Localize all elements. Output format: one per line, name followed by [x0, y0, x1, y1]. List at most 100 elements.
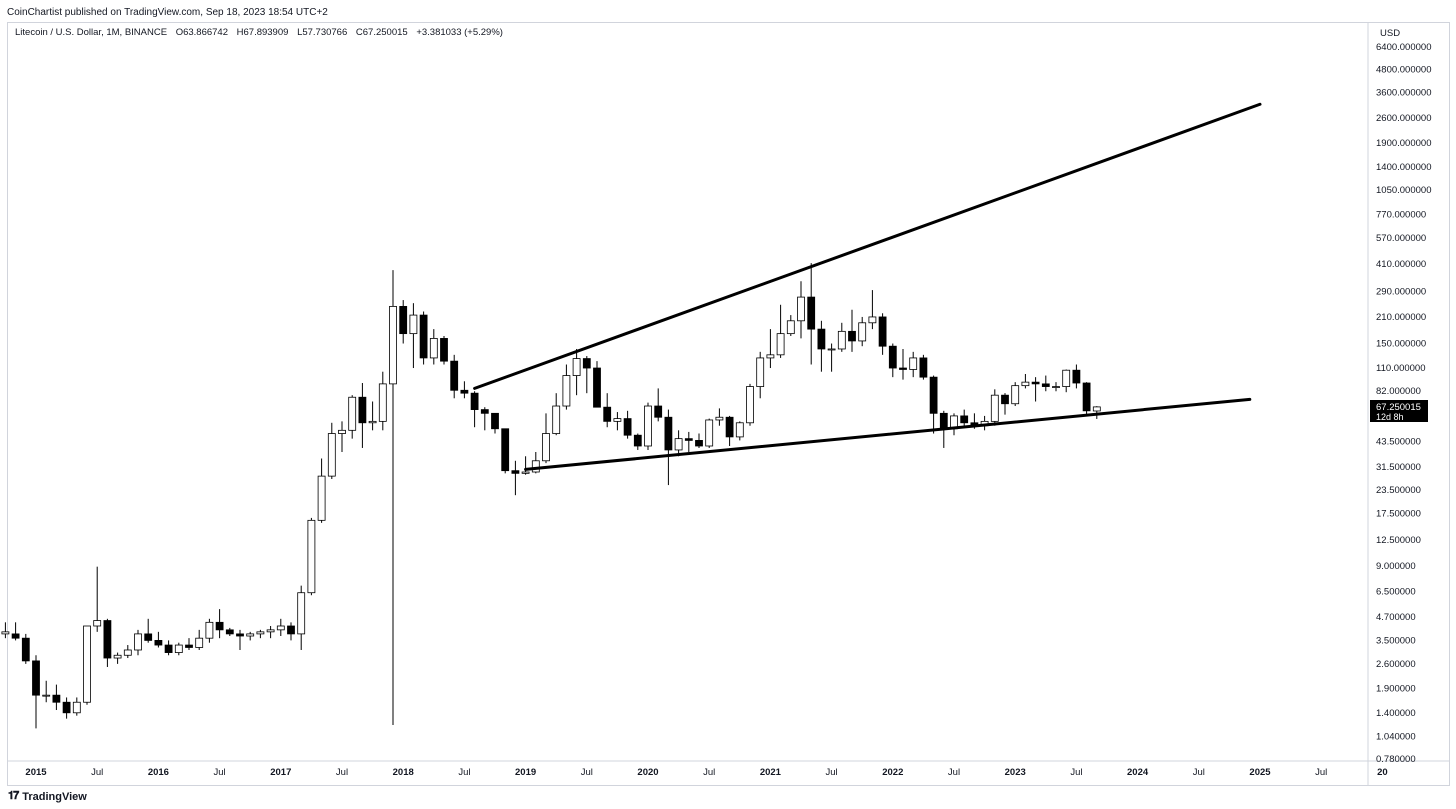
- candle[interactable]: [552, 393, 561, 436]
- candle[interactable]: [429, 329, 438, 365]
- candle[interactable]: [256, 629, 265, 639]
- candle[interactable]: [113, 652, 122, 664]
- candle[interactable]: [715, 408, 724, 426]
- candle[interactable]: [327, 422, 336, 479]
- candle[interactable]: [1041, 375, 1050, 392]
- candle[interactable]: [735, 421, 744, 441]
- candle[interactable]: [409, 303, 418, 369]
- candle[interactable]: [480, 407, 489, 431]
- candle[interactable]: [868, 290, 877, 330]
- candle[interactable]: [1001, 393, 1009, 415]
- candle[interactable]: [929, 375, 938, 434]
- candle[interactable]: [674, 430, 683, 457]
- candle[interactable]: [317, 458, 326, 523]
- trendline-upper[interactable]: [473, 102, 1262, 390]
- candle[interactable]: [399, 300, 408, 344]
- candle[interactable]: [644, 402, 652, 450]
- candle[interactable]: [11, 622, 20, 641]
- candle[interactable]: [154, 631, 163, 648]
- candle[interactable]: [837, 322, 846, 352]
- candle[interactable]: [725, 415, 734, 446]
- candle[interactable]: [440, 335, 448, 365]
- candle[interactable]: [358, 383, 367, 448]
- candle[interactable]: [1031, 377, 1040, 402]
- candle[interactable]: [450, 354, 459, 399]
- candle[interactable]: [633, 433, 642, 450]
- candle[interactable]: [960, 409, 969, 426]
- candle[interactable]: [134, 629, 142, 656]
- trendline-lower[interactable]: [524, 397, 1252, 471]
- candle[interactable]: [225, 627, 234, 637]
- candle[interactable]: [531, 451, 540, 474]
- candle[interactable]: [266, 625, 275, 639]
- candle[interactable]: [919, 354, 928, 380]
- candle[interactable]: [664, 409, 673, 486]
- candle[interactable]: [378, 371, 387, 431]
- candle[interactable]: [1062, 369, 1071, 393]
- candle[interactable]: [276, 618, 285, 637]
- candle[interactable]: [460, 381, 469, 399]
- candle[interactable]: [368, 401, 377, 431]
- candle[interactable]: [389, 270, 397, 725]
- candle[interactable]: [827, 343, 836, 372]
- candle[interactable]: [542, 413, 550, 464]
- candle[interactable]: [705, 418, 714, 448]
- candle[interactable]: [756, 351, 765, 399]
- candle[interactable]: [746, 383, 754, 426]
- candle[interactable]: [1092, 406, 1101, 419]
- candle[interactable]: [980, 415, 989, 431]
- candle[interactable]: [1052, 382, 1060, 392]
- candle[interactable]: [603, 393, 612, 428]
- candle[interactable]: [776, 304, 785, 358]
- candle[interactable]: [195, 629, 204, 650]
- candle[interactable]: [103, 618, 112, 667]
- candle[interactable]: [1082, 382, 1091, 415]
- candle[interactable]: [950, 413, 958, 436]
- candle[interactable]: [164, 640, 173, 656]
- candle[interactable]: [695, 433, 703, 448]
- candle[interactable]: [654, 388, 663, 422]
- candle[interactable]: [205, 618, 214, 643]
- footer-brand[interactable]: 𝟏𝟕 TradingView: [8, 790, 87, 803]
- candle[interactable]: [72, 697, 81, 716]
- candle[interactable]: [1011, 382, 1020, 407]
- candle[interactable]: [42, 680, 51, 703]
- candle[interactable]: [807, 263, 816, 365]
- candle[interactable]: [521, 456, 530, 475]
- candle[interactable]: [562, 364, 571, 410]
- candle[interactable]: [684, 431, 693, 452]
- candle[interactable]: [185, 638, 193, 650]
- candle[interactable]: [899, 348, 907, 380]
- candle[interactable]: [307, 517, 316, 596]
- candle[interactable]: [990, 389, 999, 426]
- candle[interactable]: [62, 697, 71, 719]
- candle[interactable]: [93, 566, 102, 632]
- candle[interactable]: [297, 585, 306, 650]
- candle[interactable]: [1072, 364, 1081, 389]
- candle[interactable]: [593, 361, 601, 408]
- candle[interactable]: [572, 348, 581, 396]
- candle[interactable]: [470, 391, 479, 428]
- candle[interactable]: [786, 315, 795, 336]
- candle[interactable]: [511, 460, 520, 496]
- candle[interactable]: [174, 642, 183, 656]
- candle[interactable]: [878, 313, 887, 355]
- candle[interactable]: [909, 351, 918, 378]
- candle[interactable]: [144, 618, 153, 643]
- candle[interactable]: [236, 629, 244, 650]
- candle[interactable]: [797, 281, 805, 339]
- candle[interactable]: [52, 684, 61, 711]
- candle[interactable]: [501, 428, 510, 474]
- candle[interactable]: [858, 316, 867, 347]
- candle[interactable]: [623, 410, 632, 439]
- candle[interactable]: [848, 309, 856, 352]
- candle[interactable]: [32, 655, 40, 729]
- candle[interactable]: [419, 311, 428, 365]
- candle[interactable]: [348, 395, 357, 439]
- candle[interactable]: [766, 329, 775, 369]
- candle[interactable]: [123, 645, 132, 659]
- candle[interactable]: [491, 412, 499, 434]
- candle[interactable]: [582, 356, 591, 394]
- candle[interactable]: [83, 625, 91, 705]
